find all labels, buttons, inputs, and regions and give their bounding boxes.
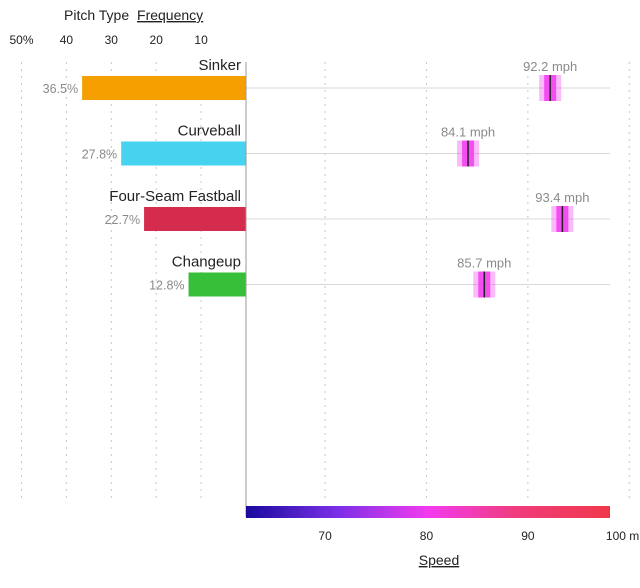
frequency-tick-label: 20	[150, 33, 164, 47]
speed-tick-label: 100 mph	[606, 529, 640, 543]
pitch-row: Curveball 27.8% 84.1 mph	[82, 123, 610, 167]
speed-value-label: 85.7 mph	[457, 256, 511, 271]
pitch-name: Sinker	[198, 57, 241, 74]
pitch-row: Changeup 12.8% 85.7 mph	[149, 254, 610, 298]
frequency-bar	[121, 141, 246, 166]
pitch-name: Curveball	[178, 123, 241, 140]
title-prefix: Pitch Type	[64, 7, 129, 23]
frequency-value-label: 12.8%	[149, 279, 184, 293]
speed-value-label: 84.1 mph	[441, 125, 495, 140]
speed-value-label: 93.4 mph	[535, 190, 589, 205]
pitch-rows: Sinker 36.5% 92.2 mph Curveball 27.8% 84.1 mp…	[43, 57, 610, 298]
frequency-value-label: 22.7%	[105, 213, 140, 227]
speed-value-label: 92.2 mph	[523, 59, 577, 74]
speed-color-bar	[246, 506, 610, 518]
speed-grid	[324, 62, 630, 500]
speed-axis-ticks: 70 80 90 100 mph	[318, 529, 640, 543]
frequency-bar	[82, 76, 247, 100]
frequency-value-label: 36.5%	[43, 82, 78, 96]
frequency-tick-label: 40	[60, 33, 74, 47]
chart-title: Pitch Type Frequency	[64, 7, 203, 23]
pitch-row: Four-Seam Fastball 22.7% 93.4 mph	[105, 188, 610, 232]
frequency-bar	[144, 207, 246, 231]
frequency-tick-label: 50%	[9, 33, 33, 47]
frequency-grid: 50% 40 30 20 10	[9, 33, 208, 500]
pitch-name: Changeup	[172, 254, 241, 271]
frequency-bar	[188, 272, 246, 297]
pitch-row: Sinker 36.5% 92.2 mph	[43, 57, 610, 101]
speed-axis-label: Speed	[419, 552, 459, 568]
speed-tick-label: 70	[318, 529, 332, 543]
speed-tick-label: 80	[420, 529, 434, 543]
frequency-value-label: 27.8%	[82, 148, 117, 162]
frequency-tick-label: 30	[105, 33, 119, 47]
frequency-tick-label: 10	[194, 33, 208, 47]
title-frequency: Frequency	[137, 7, 203, 23]
pitch-name: Four-Seam Fastball	[109, 188, 241, 205]
speed-tick-label: 90	[521, 529, 535, 543]
